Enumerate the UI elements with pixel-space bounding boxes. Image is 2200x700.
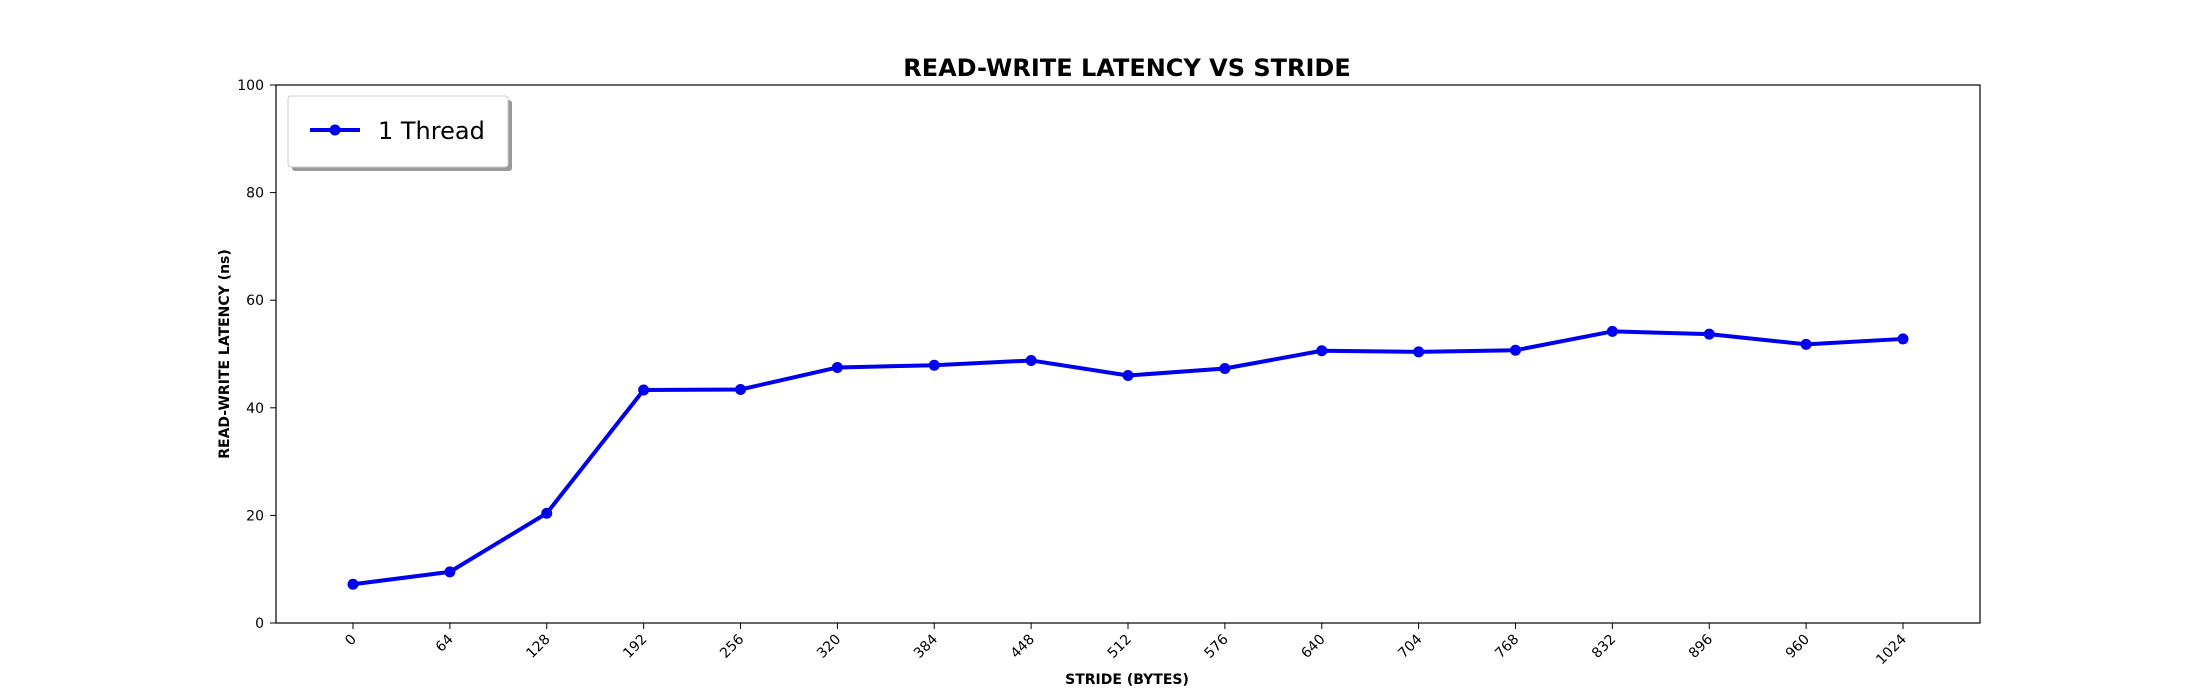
- y-tick-label: 20: [246, 508, 264, 524]
- legend-series-marker: [329, 124, 341, 136]
- data-point: [831, 361, 843, 373]
- data-point: [928, 359, 940, 371]
- data-point: [347, 578, 359, 590]
- y-tick-label: 80: [246, 186, 264, 202]
- data-point: [1606, 325, 1618, 337]
- plot-frame: [275, 84, 1981, 624]
- y-tick-label: 40: [246, 401, 264, 417]
- x-tick-label: 0: [342, 632, 360, 650]
- data-point: [1800, 338, 1812, 350]
- x-tick-label: 832: [1589, 632, 1619, 662]
- data-point: [444, 566, 456, 578]
- data-point: [1316, 345, 1328, 357]
- data-point: [638, 384, 650, 396]
- x-tick-label: 320: [814, 632, 844, 662]
- x-tick-label: 384: [911, 631, 941, 661]
- x-tick-label: 896: [1686, 631, 1716, 661]
- x-tick-label: 704: [1395, 631, 1425, 661]
- x-tick-label: 448: [1008, 632, 1038, 662]
- x-tick-label: 192: [620, 632, 650, 662]
- x-tick-label: 576: [1201, 631, 1231, 661]
- data-point: [1413, 346, 1425, 358]
- x-axis-label: STRIDE (BYTES): [1065, 672, 1189, 688]
- chart-title: READ-WRITE LATENCY VS STRIDE: [903, 54, 1351, 82]
- series-group: [347, 325, 1909, 590]
- legend: 1 Thread: [287, 95, 512, 171]
- data-point: [1025, 354, 1037, 366]
- legend-box: [287, 95, 509, 168]
- x-tick-label: 128: [523, 632, 553, 662]
- x-tick-label: 960: [1783, 632, 1813, 662]
- axes: [275, 84, 1981, 624]
- x-tick-label: 1024: [1873, 631, 1910, 668]
- x-tick-label: 512: [1105, 632, 1135, 662]
- data-point: [1510, 344, 1521, 356]
- data-point: [1703, 328, 1715, 340]
- data-point: [735, 384, 746, 396]
- y-tick-label: 0: [255, 616, 264, 632]
- y-axis-ticks: 0 20 40 60 80 100: [237, 78, 276, 632]
- x-tick-label: 768: [1492, 632, 1522, 662]
- x-axis-ticks: 0 64 128 192 256 320 384 448 512 576 640 704 768 832 8…: [342, 623, 1910, 668]
- x-tick-label: 256: [717, 631, 747, 661]
- y-tick-label: 60: [246, 293, 264, 309]
- x-tick-label: 640: [1298, 632, 1328, 662]
- series-line: [352, 329, 1904, 587]
- legend-series-label: 1 Thread: [378, 117, 485, 145]
- y-tick-label: 100: [237, 78, 264, 94]
- x-tick-label: 64: [433, 631, 457, 655]
- data-point: [1219, 363, 1231, 375]
- data-point: [1122, 370, 1134, 382]
- data-point: [541, 507, 553, 519]
- y-axis-label: READ-WRITE LATENCY (ns): [217, 249, 233, 459]
- data-point: [1897, 333, 1909, 345]
